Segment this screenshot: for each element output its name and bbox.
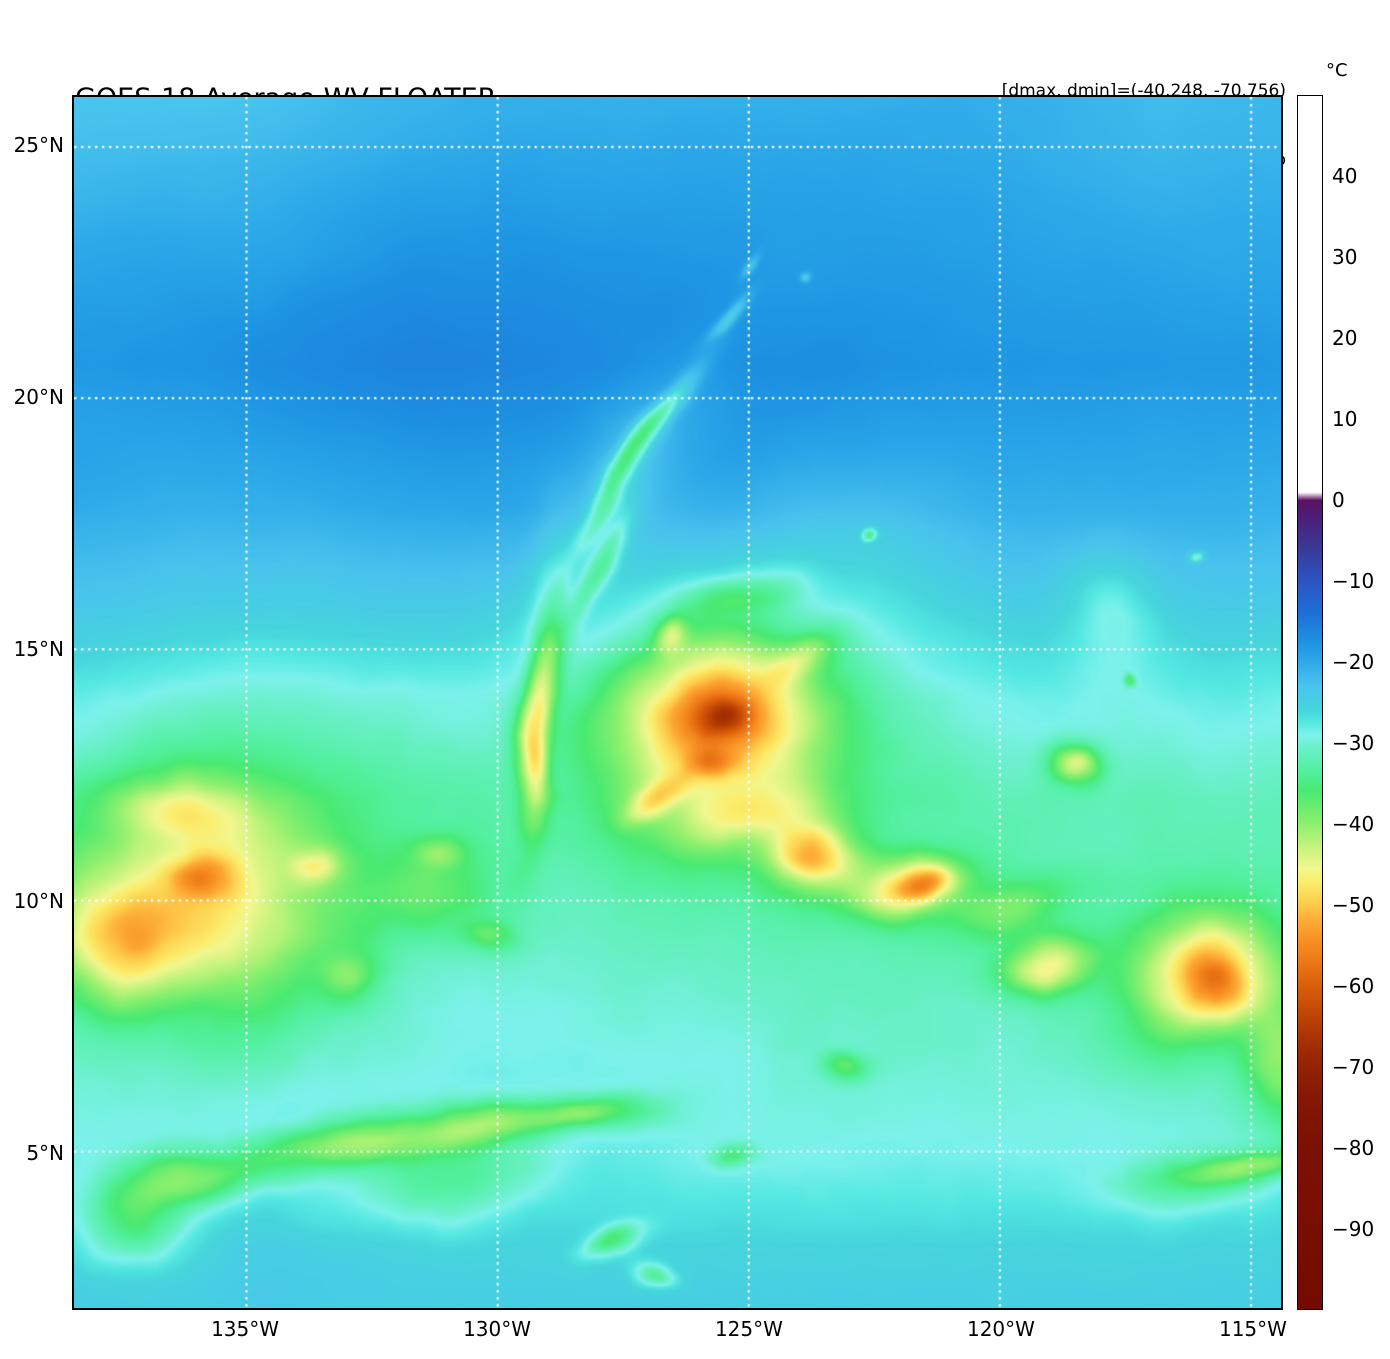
colorbar-tick-label: −90 <box>1332 1217 1375 1241</box>
colorbar-tick-label: −30 <box>1332 731 1375 755</box>
colorbar-tick-label: −80 <box>1332 1136 1375 1160</box>
colorbar-tick-label: −50 <box>1332 893 1375 917</box>
lon-tick-label: 130°W <box>463 1317 532 1341</box>
colorbar-tick-label: 10 <box>1332 407 1358 431</box>
colorbar-tick-label: 20 <box>1332 326 1358 350</box>
lon-tick-label: 120°W <box>966 1317 1035 1341</box>
lat-tick-label: 5°N <box>26 1141 64 1166</box>
colorbar-tick-label: −60 <box>1332 974 1375 998</box>
lon-tick-label: 115°W <box>1218 1317 1287 1341</box>
colorbar-unit-label: °C <box>1326 60 1348 81</box>
temperature-colorbar <box>1297 95 1323 1310</box>
lat-tick-label: 25°N <box>13 133 64 158</box>
lat-tick-label: 10°N <box>13 889 64 914</box>
lon-tick-label: 125°W <box>714 1317 783 1341</box>
satellite-map: Copyright © 2020-2025 Dapiya <box>72 95 1283 1310</box>
colorbar-tick-label: −20 <box>1332 650 1375 674</box>
colorbar-tick-label: −40 <box>1332 812 1375 836</box>
colorbar-tick-label: −70 <box>1332 1055 1375 1079</box>
colorbar-tick-label: 0 <box>1332 488 1345 512</box>
latlon-gridlines <box>74 97 1281 1308</box>
lat-tick-label: 20°N <box>13 385 64 410</box>
colorbar-tick-label: −10 <box>1332 569 1375 593</box>
lat-tick-label: 15°N <box>13 637 64 662</box>
colorbar-tick-label: 30 <box>1332 245 1358 269</box>
colorbar-tick-label: 40 <box>1332 164 1358 188</box>
lon-tick-label: 135°W <box>211 1317 280 1341</box>
